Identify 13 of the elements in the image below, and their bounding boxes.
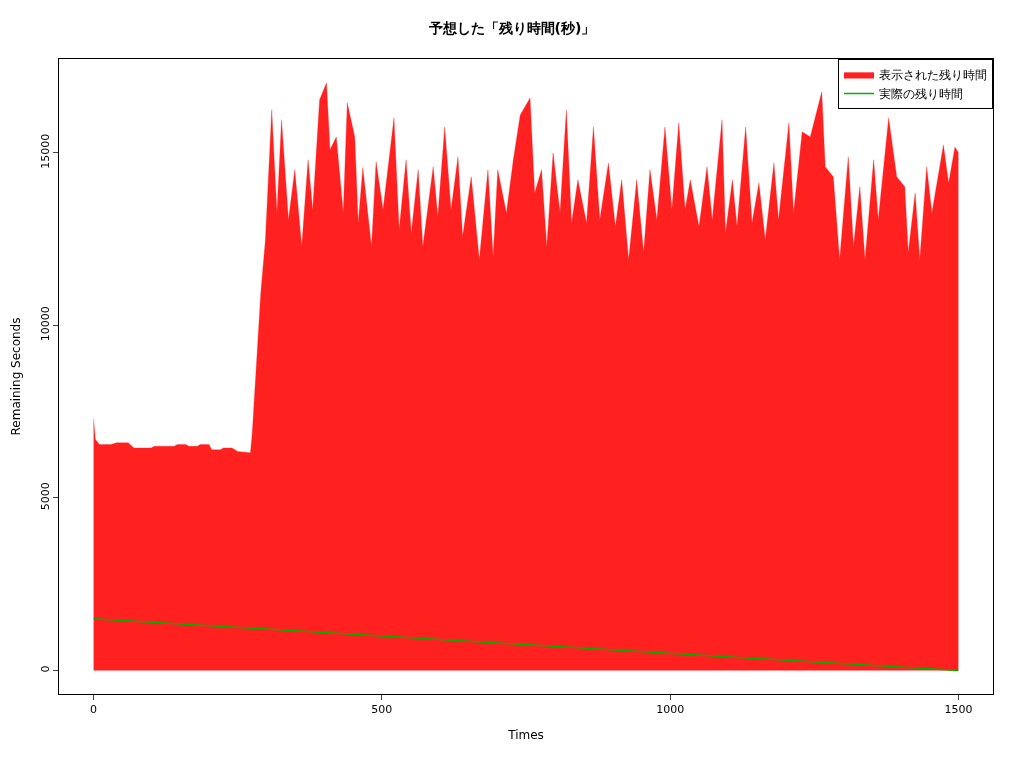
y-tick-label: 5000 — [38, 482, 52, 511]
x-axis-title: Times — [507, 728, 544, 743]
y-tick-label: 15000 — [38, 133, 52, 169]
y-axis-title: Remaining Seconds — [8, 317, 23, 436]
x-tick-label: 0 — [90, 703, 98, 717]
x-tick-label: 1000 — [656, 703, 685, 717]
y-tick-label: 10000 — [38, 306, 52, 342]
legend-label: 実際の残り時間 — [879, 87, 963, 102]
x-tick-label: 500 — [371, 703, 393, 717]
y-tick-label: 0 — [38, 665, 52, 673]
x-tick-label: 1500 — [944, 703, 973, 717]
chart-title: 予想した「残り時間(秒)」 — [427, 19, 596, 36]
legend-label: 表示された残り時間 — [879, 68, 987, 83]
